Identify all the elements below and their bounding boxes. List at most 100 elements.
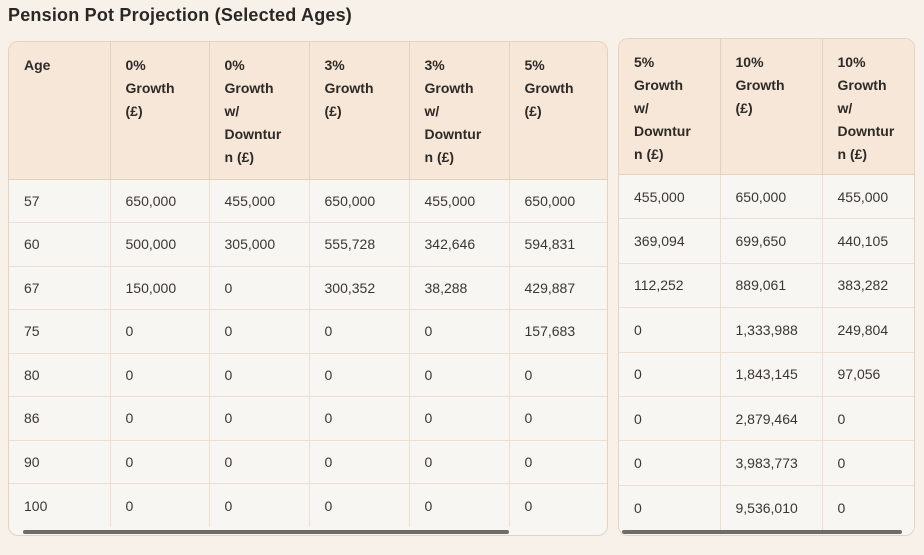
table-cell: 57 xyxy=(9,179,111,223)
table-cell: 0 xyxy=(409,483,510,527)
table-cell: 249,804 xyxy=(822,307,914,353)
table-cell: 440,105 xyxy=(822,218,914,264)
column-header-0pct-growth: 0% Growth (£) xyxy=(110,42,210,180)
table-row: 57 650,000 455,000 650,000 455,000 650,000 xyxy=(9,179,607,223)
table-cell: 0 xyxy=(509,353,607,397)
table-cell: 0 xyxy=(619,485,721,530)
table-cell: 0 xyxy=(209,396,310,441)
table-cell: 1,333,988 xyxy=(720,307,823,353)
table-cell: 0 xyxy=(209,440,310,484)
table-cell: 455,000 xyxy=(822,174,914,220)
table-cell: 2,879,464 xyxy=(720,396,823,442)
table-cell: 342,646 xyxy=(409,222,510,267)
table-cell: 300,352 xyxy=(309,266,410,310)
table-cell: 75 xyxy=(9,309,111,354)
table-cell: 0 xyxy=(409,309,510,354)
table-cell: 0 xyxy=(619,307,721,353)
table-cell: 3,983,773 xyxy=(720,440,823,486)
table-cell: 0 xyxy=(309,483,410,527)
table-cell: 650,000 xyxy=(720,174,823,220)
table-cell: 0 xyxy=(509,483,607,527)
header-row: Age 0% Growth (£) 0% Growth w/ Downtur n… xyxy=(9,42,607,180)
table-row: 86 0 0 0 0 0 xyxy=(9,396,607,441)
table-row: 112,252 889,061 383,282 xyxy=(619,263,914,309)
right-table-body: 455,000 650,000 455,000 369,094 699,650 440,1… xyxy=(619,174,914,530)
table-cell: 429,887 xyxy=(509,266,607,310)
column-header-3pct-growth: 3% Growth (£) xyxy=(309,42,410,180)
table-cell: 67 xyxy=(9,266,111,310)
table-cell: 0 xyxy=(409,440,510,484)
table-cell: 0 xyxy=(209,483,310,527)
table-cell: 500,000 xyxy=(110,222,210,267)
page-title: Pension Pot Projection (Selected Ages) xyxy=(8,5,353,25)
table-row: 90 0 0 0 0 0 xyxy=(9,440,607,484)
column-header-age: Age xyxy=(9,42,111,180)
table-cell: 650,000 xyxy=(110,179,210,223)
table-row: 0 1,333,988 249,804 xyxy=(619,307,914,353)
table-cell: 455,000 xyxy=(619,174,721,220)
column-header-3pct-growth-downturn: 3% Growth w/ Downtur n (£) xyxy=(409,42,510,180)
table-cell: 38,288 xyxy=(409,266,510,310)
table-cell: 0 xyxy=(409,396,510,441)
table-cell: 0 xyxy=(509,396,607,441)
table-cell: 455,000 xyxy=(209,179,310,223)
table-cell: 0 xyxy=(309,396,410,441)
table-row: 0 2,879,464 0 xyxy=(619,396,914,442)
table-cell: 0 xyxy=(110,396,210,441)
table-row: 80 0 0 0 0 0 xyxy=(9,353,607,397)
table-cell: 650,000 xyxy=(309,179,410,223)
horizontal-scrollbar-thumb[interactable] xyxy=(23,530,509,534)
table-cell: 9,536,010 xyxy=(720,485,823,530)
table-cell: 0 xyxy=(619,440,721,486)
table-cell: 90 xyxy=(9,440,111,484)
projection-table-right-grid: 5% Growth w/ Downtur n (£) 10% Growth (£… xyxy=(619,39,914,530)
table-cell: 0 xyxy=(409,353,510,397)
projection-table-secondary: 5% Growth w/ Downtur n (£) 10% Growth (£… xyxy=(618,38,915,536)
header-row: 5% Growth w/ Downtur n (£) 10% Growth (£… xyxy=(619,39,914,175)
table-cell: 0 xyxy=(822,440,914,486)
table-cell: 0 xyxy=(509,440,607,484)
projection-table-left-grid: Age 0% Growth (£) 0% Growth w/ Downtur n… xyxy=(9,42,607,527)
table-row: 75 0 0 0 0 157,683 xyxy=(9,309,607,354)
left-table-body: 57 650,000 455,000 650,000 455,000 650,000 60 5… xyxy=(9,179,607,527)
table-cell: 369,094 xyxy=(619,218,721,264)
table-cell: 555,728 xyxy=(309,222,410,267)
table-cell: 0 xyxy=(309,309,410,354)
table-cell: 0 xyxy=(619,396,721,442)
table-cell: 0 xyxy=(619,352,721,397)
horizontal-scrollbar-thumb[interactable] xyxy=(622,530,902,534)
table-cell: 80 xyxy=(9,353,111,397)
table-cell: 0 xyxy=(209,309,310,354)
table-cell: 305,000 xyxy=(209,222,310,267)
table-cell: 594,831 xyxy=(509,222,607,267)
table-cell: 0 xyxy=(110,483,210,527)
table-row: 0 9,536,010 0 xyxy=(619,485,914,530)
table-cell: 150,000 xyxy=(110,266,210,310)
table-cell: 0 xyxy=(110,353,210,397)
column-header-10pct-growth-downturn: 10% Growth w/ Downtur n (£) xyxy=(822,39,914,175)
table-row: 60 500,000 305,000 555,728 342,646 594,831 xyxy=(9,222,607,267)
table-cell: 86 xyxy=(9,396,111,441)
table-row: 369,094 699,650 440,105 xyxy=(619,218,914,264)
table-row: 0 1,843,145 97,056 xyxy=(619,352,914,397)
table-cell: 1,843,145 xyxy=(720,352,823,397)
table-cell: 0 xyxy=(309,353,410,397)
table-cell: 0 xyxy=(309,440,410,484)
table-cell: 97,056 xyxy=(822,352,914,397)
table-cell: 455,000 xyxy=(409,179,510,223)
table-cell: 0 xyxy=(209,266,310,310)
table-cell: 100 xyxy=(9,483,111,527)
column-header-0pct-growth-downturn: 0% Growth w/ Downtur n (£) xyxy=(209,42,310,180)
column-header-5pct-growth-downturn: 5% Growth w/ Downtur n (£) xyxy=(619,39,721,175)
column-header-10pct-growth: 10% Growth (£) xyxy=(720,39,823,175)
table-cell: 0 xyxy=(110,440,210,484)
table-row: 67 150,000 0 300,352 38,288 429,887 xyxy=(9,266,607,310)
table-cell: 0 xyxy=(209,353,310,397)
table-row: 100 0 0 0 0 0 xyxy=(9,483,607,527)
table-row: 0 3,983,773 0 xyxy=(619,440,914,486)
table-cell: 0 xyxy=(822,485,914,530)
column-header-5pct-growth: 5% Growth (£) xyxy=(509,42,607,180)
table-row: 455,000 650,000 455,000 xyxy=(619,174,914,220)
table-cell: 0 xyxy=(822,396,914,442)
